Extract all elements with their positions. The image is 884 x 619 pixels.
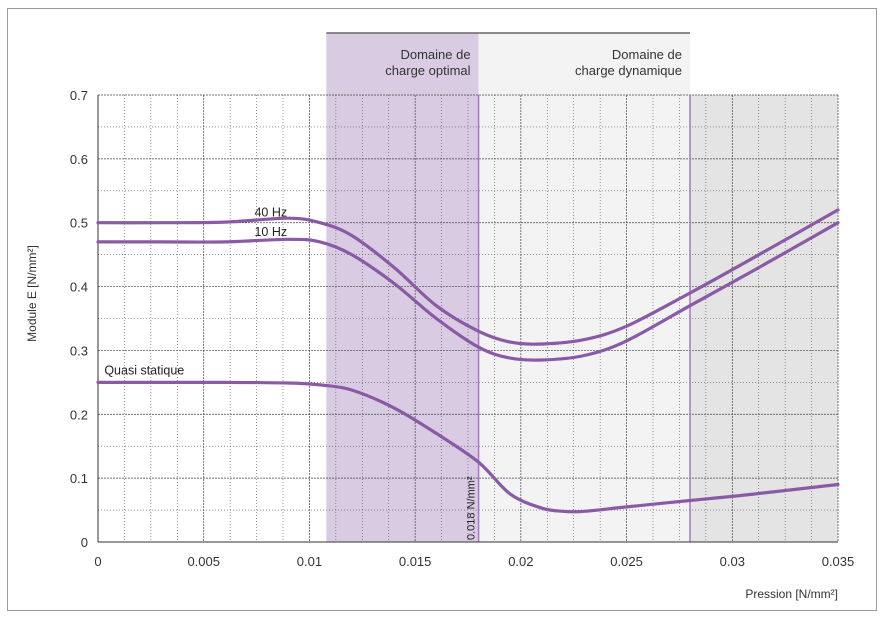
y-tick-label: 0 — [81, 535, 88, 550]
x-tick-label: 0.03 — [720, 554, 745, 569]
x-tick-label: 0.01 — [297, 554, 322, 569]
region-label-2-line-1: Domaine de — [612, 47, 682, 62]
x-tick-label: 0.005 — [187, 554, 220, 569]
y-tick-label: 0.1 — [70, 471, 88, 486]
x-tick-label: 0.035 — [822, 554, 855, 569]
y-tick-label: 0.3 — [70, 343, 88, 358]
region-label-1-line-2: charge optimal — [385, 63, 470, 78]
x-tick-label: 0.02 — [508, 554, 533, 569]
annotation-018: 0.018 N/mm² — [466, 476, 478, 540]
region-header-1 — [326, 33, 479, 95]
region-label-1-line-1: Domaine de — [400, 47, 470, 62]
y-axis-title: Module E [N/mm²] — [25, 245, 39, 342]
series-label-1: 40 Hz — [254, 206, 287, 220]
y-tick-label: 0.7 — [70, 88, 88, 103]
chart-frame — [7, 8, 877, 611]
x-tick-label: 0.025 — [610, 554, 643, 569]
series-label-2: 10 Hz — [254, 225, 287, 239]
region-label-2-line-2: charge dynamique — [575, 63, 682, 78]
series-line-2 — [96, 221, 840, 362]
series-line-1 — [96, 208, 840, 346]
y-tick-label: 0.6 — [70, 152, 88, 167]
y-tick-label: 0.5 — [70, 216, 88, 231]
series-line-3 — [96, 380, 840, 514]
x-tick-label: 0 — [94, 554, 101, 569]
series-label-3: Quasi statique — [104, 363, 184, 377]
y-tick-label: 0.2 — [70, 407, 88, 422]
region-header-2 — [478, 33, 690, 95]
x-axis-title: Pression [N/mm²] — [745, 587, 838, 601]
x-tick-label: 0.015 — [399, 554, 432, 569]
y-tick-label: 0.4 — [70, 280, 88, 295]
